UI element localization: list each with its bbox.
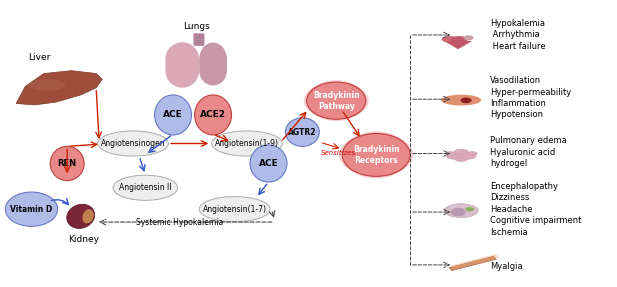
Text: Vasodilation
Hyper-permeability
Inflammation
Hypotension: Vasodilation Hyper-permeability Inflamma… bbox=[490, 76, 571, 119]
Ellipse shape bbox=[450, 36, 468, 42]
Ellipse shape bbox=[97, 131, 168, 156]
Text: Myalgia: Myalgia bbox=[490, 262, 523, 271]
Ellipse shape bbox=[465, 207, 474, 211]
Ellipse shape bbox=[342, 131, 410, 179]
Ellipse shape bbox=[165, 54, 199, 88]
Text: Angiotensin(1-7): Angiotensin(1-7) bbox=[202, 205, 267, 214]
Text: Angiotensinogen: Angiotensinogen bbox=[101, 139, 165, 148]
Text: Liver: Liver bbox=[28, 53, 50, 62]
Text: Systemic Hypokalemia: Systemic Hypokalemia bbox=[136, 218, 223, 226]
Text: Angiotensin II: Angiotensin II bbox=[119, 183, 172, 192]
Ellipse shape bbox=[455, 157, 467, 162]
Ellipse shape bbox=[442, 36, 458, 42]
FancyBboxPatch shape bbox=[193, 33, 204, 46]
Ellipse shape bbox=[450, 208, 465, 216]
Ellipse shape bbox=[339, 133, 413, 176]
Ellipse shape bbox=[199, 46, 227, 84]
Ellipse shape bbox=[307, 82, 366, 119]
Ellipse shape bbox=[199, 56, 227, 86]
PathPatch shape bbox=[16, 71, 102, 105]
Ellipse shape bbox=[304, 82, 369, 119]
Ellipse shape bbox=[441, 95, 481, 106]
Text: Hypokalemia
 Arrhythmia
 Heart failure: Hypokalemia Arrhythmia Heart failure bbox=[490, 19, 545, 51]
Text: Bradykinin
Receptors: Bradykinin Receptors bbox=[353, 145, 400, 165]
Ellipse shape bbox=[460, 98, 471, 103]
Ellipse shape bbox=[194, 95, 231, 135]
Text: Bradykinin
Pathway: Bradykinin Pathway bbox=[313, 91, 360, 111]
Text: Pulmonary edema
Hyaluronic acid
hydrogel: Pulmonary edema Hyaluronic acid hydrogel bbox=[490, 136, 567, 168]
Ellipse shape bbox=[199, 197, 270, 222]
Ellipse shape bbox=[67, 204, 95, 228]
Text: Lungs: Lungs bbox=[183, 22, 210, 31]
Text: AGTR2: AGTR2 bbox=[288, 128, 317, 137]
Ellipse shape bbox=[461, 154, 476, 159]
Ellipse shape bbox=[467, 152, 478, 156]
Text: ACE: ACE bbox=[163, 110, 183, 119]
Ellipse shape bbox=[445, 152, 455, 156]
Ellipse shape bbox=[165, 42, 199, 76]
Ellipse shape bbox=[199, 42, 227, 76]
Polygon shape bbox=[451, 254, 499, 268]
Ellipse shape bbox=[446, 154, 462, 159]
Ellipse shape bbox=[50, 146, 84, 181]
Ellipse shape bbox=[6, 192, 57, 226]
Ellipse shape bbox=[212, 131, 283, 156]
Ellipse shape bbox=[453, 149, 469, 155]
Ellipse shape bbox=[342, 133, 410, 176]
Polygon shape bbox=[449, 256, 496, 271]
Ellipse shape bbox=[307, 80, 366, 121]
Ellipse shape bbox=[113, 175, 178, 200]
Text: Vitamin D: Vitamin D bbox=[10, 205, 52, 214]
Text: ACE: ACE bbox=[259, 159, 278, 168]
Ellipse shape bbox=[444, 204, 478, 218]
Text: ACE2: ACE2 bbox=[200, 110, 226, 119]
Ellipse shape bbox=[463, 35, 473, 40]
Ellipse shape bbox=[286, 118, 319, 146]
Text: Angiotensin(1-9): Angiotensin(1-9) bbox=[215, 139, 279, 148]
Ellipse shape bbox=[83, 209, 94, 224]
Ellipse shape bbox=[250, 145, 287, 182]
Polygon shape bbox=[444, 41, 472, 49]
Ellipse shape bbox=[28, 79, 65, 91]
Text: REN: REN bbox=[57, 159, 77, 168]
Ellipse shape bbox=[165, 45, 199, 85]
Text: Encephalopathy
Dizziness
Headache
Cognitive impairment
Ischemia: Encephalopathy Dizziness Headache Cognit… bbox=[490, 182, 581, 236]
Ellipse shape bbox=[155, 95, 191, 135]
Text: Sensitizes: Sensitizes bbox=[320, 150, 355, 156]
Text: Kidney: Kidney bbox=[68, 235, 99, 244]
